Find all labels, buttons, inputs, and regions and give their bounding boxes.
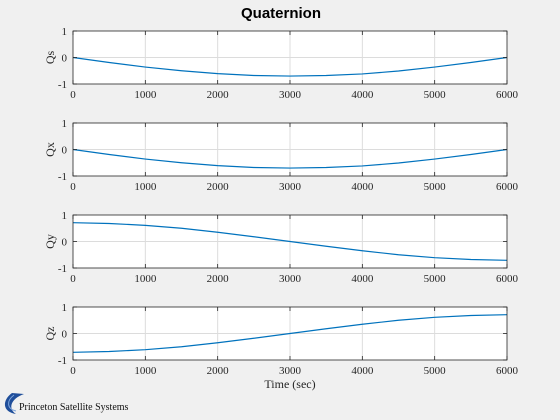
x-tick-label: 2000 [207,365,230,377]
x-tick-label: 5000 [424,365,447,377]
x-tick-label: 1000 [134,365,157,377]
x-tick-label: 6000 [496,273,519,285]
x-tick-label: 3000 [279,181,302,193]
logo-swoosh [4,393,24,414]
x-tick-label: 1000 [134,89,157,101]
x-tick-label: 0 [70,181,76,193]
x-tick-label: 0 [70,365,76,377]
series-line-1 [72,56,508,77]
y-tick-label: 1 [62,118,68,130]
x-tick-label: 2000 [207,89,230,101]
x-tick-label: 6000 [496,365,519,377]
x-tick-label: 0 [70,89,76,101]
x-tick-label: 6000 [496,181,519,193]
y-tick-label: 0 [62,53,68,65]
x-tick-label: 1000 [134,273,157,285]
figure-title: Quaternion [241,5,321,22]
y-tick-label: -1 [58,79,67,91]
x-tick-label: 6000 [496,89,519,101]
y-tick-label: -1 [58,355,67,367]
series-line-1 [72,148,508,169]
y-tick-label: 1 [62,210,68,222]
x-tick-label: 5000 [424,181,447,193]
logo-text: Princeton Satellite Systems [19,402,129,413]
x-tick-label: 3000 [279,89,302,101]
y-tick-label: 0 [62,145,68,157]
y-axis-label: Qz [43,327,57,341]
x-tick-label: 4000 [351,273,374,285]
x-tick-label: 2000 [207,181,230,193]
x-tick-label: 1000 [134,181,157,193]
y-tick-label: 0 [62,329,68,341]
x-tick-label: 5000 [424,89,447,101]
x-axis-label: Time (sec) [264,377,315,391]
x-tick-label: 3000 [279,365,302,377]
y-tick-label: 0 [62,237,68,249]
y-axis-label: Qs [43,51,57,65]
psslogo: Princeton Satellite Systems [4,393,129,414]
y-axis-label: Qy [43,234,57,249]
x-tick-label: 5000 [424,273,447,285]
y-tick-label: -1 [58,263,67,275]
series-line-1 [72,222,508,261]
x-tick-label: 4000 [351,365,374,377]
x-tick-label: 2000 [207,273,230,285]
x-tick-label: 4000 [351,181,374,193]
x-tick-label: 0 [70,273,76,285]
y-tick-label: -1 [58,171,67,183]
x-tick-label: 3000 [279,273,302,285]
y-tick-label: 1 [62,302,68,314]
series-line-1 [72,314,508,353]
y-axis-label: Qx [43,142,57,157]
x-tick-label: 4000 [351,89,374,101]
y-tick-label: 1 [62,26,68,38]
logo-swoosh-light [8,394,17,412]
